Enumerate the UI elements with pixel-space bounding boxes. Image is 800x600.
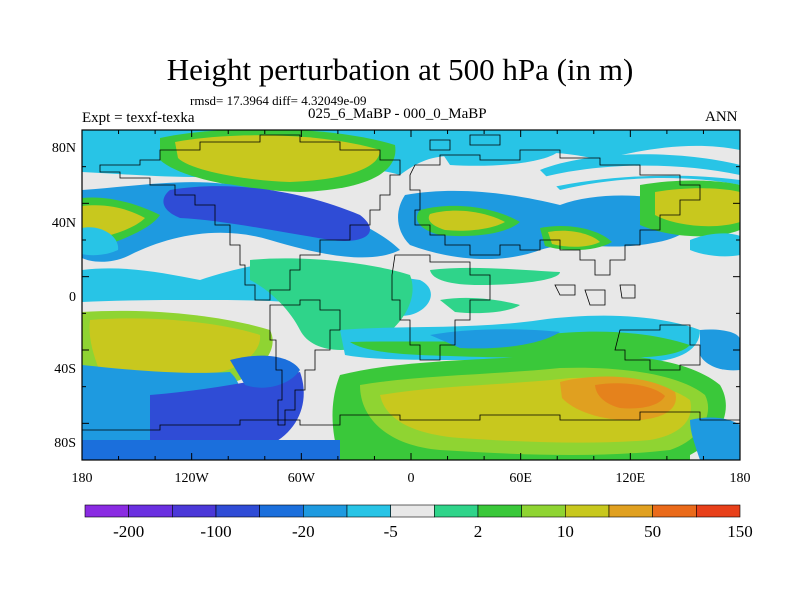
map-frame xyxy=(81,129,741,461)
colorbar-swatch-8 xyxy=(434,504,479,518)
lon-label-4: 60E xyxy=(509,471,532,486)
lat-label-1: 40N xyxy=(52,216,76,231)
lon-label-6: 180 xyxy=(730,471,751,486)
colorbar-label-0: -200 xyxy=(113,522,144,541)
colorbar-swatch-13 xyxy=(652,504,697,518)
colorbar-swatch-2 xyxy=(172,504,217,518)
colorbar-swatch-14 xyxy=(696,504,741,518)
lat-label-2: 0 xyxy=(69,290,76,305)
colorbar-label-5: 10 xyxy=(557,522,574,541)
contour-field xyxy=(82,130,740,460)
colorbar-swatch-10 xyxy=(521,504,566,518)
colorbar-swatch-1 xyxy=(128,504,173,518)
lat-label-4: 80S xyxy=(54,436,76,451)
colorbar-swatch-0 xyxy=(84,504,129,518)
colorbar-label-1: -100 xyxy=(200,522,231,541)
lon-label-1: 120W xyxy=(175,471,210,486)
colorbar-label-6: 50 xyxy=(644,522,661,541)
colorbar-swatch-5 xyxy=(303,504,348,518)
colorbar-swatch-4 xyxy=(259,504,304,518)
colorbar-swatch-9 xyxy=(477,504,522,518)
lon-label-3: 0 xyxy=(408,471,415,486)
colorbar-label-3: -5 xyxy=(384,522,398,541)
colorbar-swatch-3 xyxy=(215,504,260,518)
colorbar-swatch-6 xyxy=(346,504,391,518)
colorbar-label-7: 150 xyxy=(727,522,753,541)
colorbar-swatch-12 xyxy=(608,504,653,518)
colorbar-label-4: 2 xyxy=(474,522,483,541)
season-label: ANN xyxy=(705,109,738,125)
longitude-labels: 180 120W 60W 0 60E 120E 180 xyxy=(72,471,751,486)
lat-label-0: 80N xyxy=(52,141,76,156)
colorbar-labels: -200 -100 -20 -5 2 10 50 150 xyxy=(113,522,753,541)
subtitle: 025_6_MaBP - 000_0_MaBP xyxy=(308,106,487,122)
colorbar-swatch-7 xyxy=(390,504,435,518)
stats-text: rmsd= 17.3964 diff= 4.32049e-09 xyxy=(190,93,367,108)
experiment-label: Expt = texxf-texka xyxy=(82,110,195,126)
latitude-labels: 80N 40N 0 40S 80S xyxy=(52,141,76,451)
colorbar-label-2: -20 xyxy=(292,522,315,541)
lon-label-5: 120E xyxy=(616,471,646,486)
colorbar-swatch-11 xyxy=(565,504,610,518)
lat-label-3: 40S xyxy=(54,362,76,377)
colorbar xyxy=(84,504,741,518)
lon-label-2: 60W xyxy=(288,471,316,486)
continent-outlines xyxy=(82,134,740,431)
lon-label-0: 180 xyxy=(72,471,93,486)
plot-title: Height perturbation at 500 hPa (in m) xyxy=(166,52,634,87)
